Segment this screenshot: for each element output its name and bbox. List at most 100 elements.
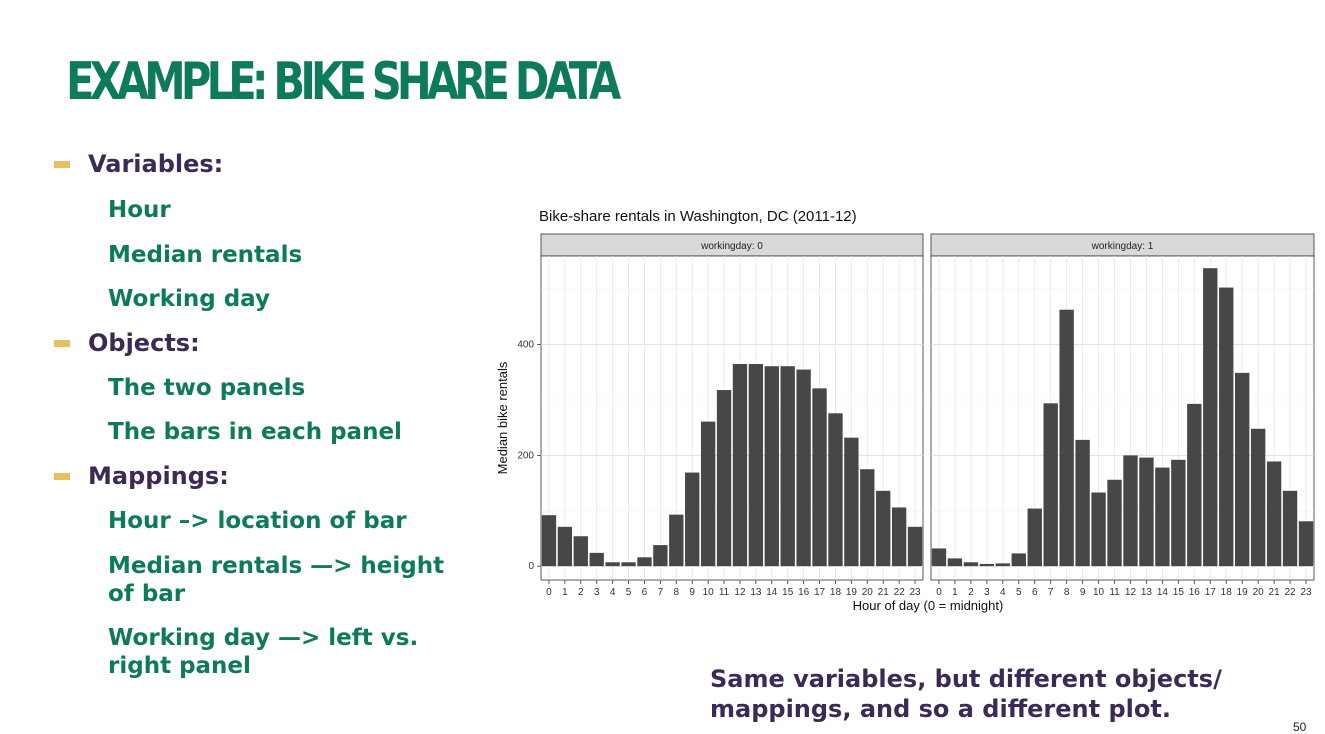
bar (1155, 467, 1170, 567)
bar (1043, 403, 1058, 567)
bar (1219, 287, 1234, 567)
x-tick-label: 21 (878, 587, 890, 598)
bar (653, 545, 668, 567)
bar (1059, 309, 1074, 567)
bar (589, 552, 604, 567)
x-tick-label: 9 (689, 587, 695, 598)
facet-panel (540, 255, 924, 581)
x-tick-label: 6 (1032, 587, 1038, 598)
x-tick-label: 14 (766, 587, 778, 598)
x-tick-label: 4 (610, 587, 616, 598)
bar (907, 526, 923, 567)
facet-panel (930, 255, 1315, 581)
caption-line: mappings, and so a different plot. (710, 695, 1171, 723)
x-tick-label: 5 (1016, 587, 1022, 598)
x-tick-label: 17 (814, 587, 826, 598)
bar (860, 469, 875, 567)
x-tick-label: 22 (894, 587, 906, 598)
x-tick-label: 12 (1125, 587, 1137, 598)
bullet-item: Working day —> left vs. right panel (108, 625, 419, 679)
x-tick-label: 15 (1173, 587, 1185, 598)
bar (1075, 439, 1090, 567)
x-tick-label: 2 (968, 587, 974, 598)
x-tick-label: 21 (1269, 587, 1281, 598)
bar (1123, 455, 1138, 567)
x-tick-label: 7 (658, 587, 664, 598)
x-tick-label: 3 (984, 587, 990, 598)
bar (621, 562, 636, 567)
bar (780, 366, 795, 567)
y-axis-label: Median bike rentals (495, 361, 510, 474)
slide-title: EXAMPLE: BIKE SHARE DATA (66, 52, 621, 112)
x-tick-label: 1 (952, 587, 958, 598)
bar (1171, 459, 1186, 567)
x-tick-label: 15 (782, 587, 794, 598)
facet-label: workingday: 0 (700, 241, 763, 252)
bar (1107, 479, 1122, 567)
x-tick-label: 19 (846, 587, 858, 598)
x-tick-label: 11 (1109, 587, 1120, 598)
bullet-item: The two panels (108, 375, 306, 401)
x-tick-label: 23 (909, 587, 921, 598)
x-tick-label: 8 (1064, 587, 1070, 598)
bar (1203, 268, 1218, 567)
x-tick-label: 7 (1048, 587, 1054, 598)
bar (605, 562, 620, 567)
caption-line: Same variables, but different objects/ (710, 665, 1222, 693)
x-tick-label: 14 (1157, 587, 1169, 598)
bar (995, 563, 1010, 567)
bar (637, 557, 652, 567)
x-tick-label: 13 (750, 587, 762, 598)
x-tick-label: 18 (1221, 587, 1233, 598)
bullet-item: Hour (108, 197, 171, 223)
x-tick-label: 0 (546, 587, 552, 598)
bullet-heading-objects: Objects: (88, 329, 200, 357)
bullet-dash (54, 161, 70, 168)
bar (541, 515, 557, 567)
page-number: 50 (1293, 720, 1307, 734)
bar (1250, 428, 1266, 567)
bar (1266, 461, 1282, 567)
x-tick-label: 22 (1285, 587, 1297, 598)
x-tick-label: 18 (830, 587, 842, 598)
bar (1139, 457, 1154, 567)
x-tick-label: 13 (1141, 587, 1153, 598)
x-tick-label: 11 (719, 587, 730, 598)
bar (931, 548, 947, 567)
bar (876, 490, 891, 567)
x-tick-label: 1 (562, 587, 568, 598)
x-tick-label: 0 (936, 587, 942, 598)
x-tick-label: 12 (734, 587, 746, 598)
y-tick-label: 0 (528, 561, 534, 572)
chart-title: Bike-share rentals in Washington, DC (20… (539, 208, 857, 225)
bar (947, 558, 963, 567)
bar (1235, 372, 1250, 567)
bar (796, 369, 811, 567)
bar (685, 472, 700, 567)
x-tick-label: 3 (594, 587, 600, 598)
bar (891, 507, 907, 567)
y-tick-label: 400 (517, 340, 534, 351)
bar (963, 562, 979, 567)
bar (732, 364, 748, 567)
x-tick-label: 20 (862, 587, 874, 598)
x-axis-label: Hour of day (0 = midnight) (853, 598, 1004, 613)
x-tick-label: 8 (674, 587, 680, 598)
bullet-item: Median rentals —> height of bar (108, 553, 445, 607)
bullet-heading-mappings: Mappings: (88, 462, 229, 490)
x-tick-label: 19 (1237, 587, 1249, 598)
slide-caption: Same variables, but different objects/ m… (710, 664, 1270, 724)
x-tick-label: 20 (1253, 587, 1265, 598)
bar (764, 366, 779, 567)
y-tick-label: 200 (517, 450, 534, 461)
bar (1027, 508, 1042, 567)
bar (700, 421, 716, 567)
bar (1298, 521, 1314, 567)
bar (812, 388, 827, 567)
bar (844, 437, 859, 567)
bullet-item: Hour –> location of bar (108, 508, 407, 534)
bar (669, 514, 684, 567)
bar (1282, 490, 1298, 567)
bar (716, 390, 732, 567)
bar (1187, 403, 1202, 567)
